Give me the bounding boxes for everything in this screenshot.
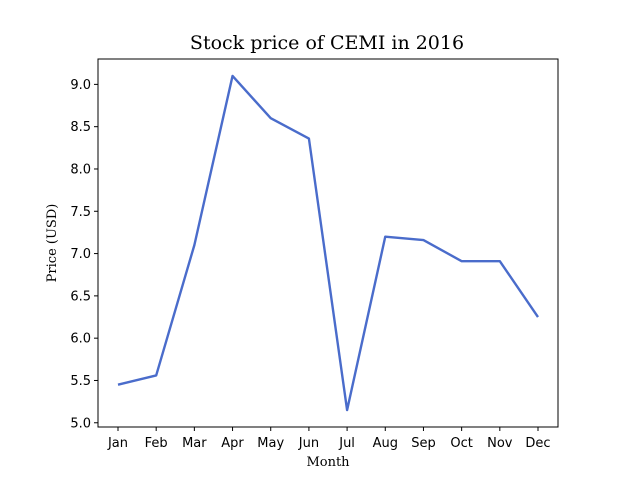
y-tick-label: 9.0 bbox=[70, 78, 91, 93]
x-tick-label: Aug bbox=[373, 436, 398, 451]
y-tick-label: 5.0 bbox=[70, 416, 91, 431]
y-tick-label: 7.0 bbox=[70, 247, 91, 262]
y-tick-label: 5.5 bbox=[70, 374, 91, 389]
x-tick-label: Dec bbox=[525, 436, 550, 451]
x-tick-label: Nov bbox=[487, 436, 513, 451]
x-tick-label: Oct bbox=[450, 436, 472, 451]
x-tick-label: Feb bbox=[145, 436, 168, 451]
y-tick-label: 6.5 bbox=[70, 289, 91, 304]
x-tick-label: Jan bbox=[107, 436, 128, 451]
y-tick-label: 7.5 bbox=[70, 205, 91, 220]
y-tick-label: 6.0 bbox=[70, 332, 91, 347]
chart-title: Stock price of CEMI in 2016 bbox=[190, 32, 464, 54]
x-axis: Jan Feb Mar Apr May Jun Jul Aug Sep Oct Nov Dec bbox=[107, 427, 551, 451]
plot-frame bbox=[97, 58, 559, 428]
y-axis-label: Price (USD) bbox=[45, 204, 60, 283]
y-tick-label: 8.5 bbox=[70, 120, 91, 135]
x-tick-label: Sep bbox=[411, 436, 436, 451]
x-tick-label: Mar bbox=[182, 436, 207, 451]
y-tick-label: 8.0 bbox=[70, 162, 91, 177]
x-tick-label: Jul bbox=[338, 436, 355, 451]
x-axis-label: Month bbox=[306, 455, 350, 470]
price-series-line bbox=[117, 74, 539, 412]
x-tick-label: May bbox=[257, 436, 284, 451]
y-axis: 5.0 5.5 6.0 6.5 7.0 7.5 8.0 8.5 9.0 bbox=[70, 78, 98, 431]
plot-area: 5.0 5.5 6.0 6.5 7.0 7.5 8.0 8.5 9.0 Jan Feb Mar Apr… bbox=[70, 58, 559, 451]
x-tick-label: Jun bbox=[298, 436, 319, 451]
x-tick-label: Apr bbox=[221, 436, 244, 451]
